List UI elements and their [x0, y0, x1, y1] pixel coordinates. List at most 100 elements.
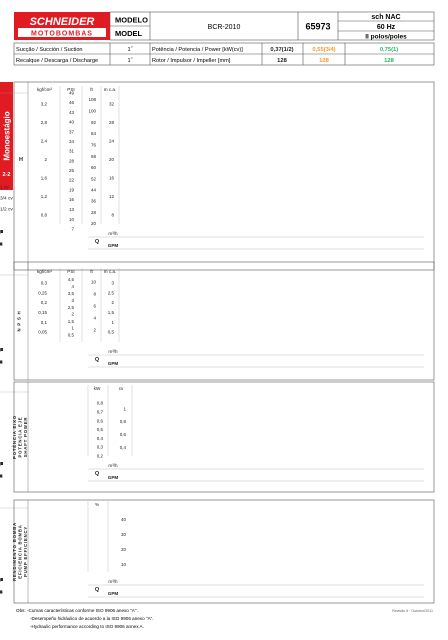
- flow-q-label: Q: [95, 587, 100, 593]
- side-label-0: N P S H: [17, 310, 22, 331]
- footer-note-2: -Desempeño hidráulico de acuerdo a la IS…: [30, 616, 154, 621]
- tick-gpm: 9: [0, 590, 2, 595]
- unit-header-2: ft: [90, 269, 93, 274]
- tick-ft: 76: [91, 142, 97, 147]
- tick-m3h: 5,4: [0, 461, 4, 466]
- tick-gpm: 24: [0, 242, 3, 247]
- poles: ll polos/poles: [365, 34, 407, 41]
- tick-ft: 44: [91, 187, 97, 192]
- tick-gpm: 18: [0, 360, 3, 365]
- panel-frame: [13, 381, 435, 493]
- tick-psi: 16: [69, 197, 75, 202]
- tick-m3h: 5,4: [0, 229, 4, 234]
- impeller-1: 128: [384, 58, 394, 64]
- tick-gpm: 21: [0, 590, 3, 595]
- panel-frame: [13, 499, 435, 604]
- tick-kgf: 1,2: [41, 194, 48, 199]
- tick-psi: 2: [71, 312, 74, 317]
- tick-kgf: 0,05: [38, 330, 47, 335]
- flow-m3h-label: m³/h: [108, 231, 118, 236]
- tick-m3h: 6: [0, 347, 2, 352]
- power-3-4: 0,55(3/4): [312, 47, 335, 53]
- tick-m3h: 2,4: [0, 461, 4, 466]
- brand-top: SCHNEIDER: [30, 16, 95, 28]
- tick-gpm: 9: [0, 242, 2, 247]
- tick-mca: 20: [109, 157, 115, 162]
- tick-gpm: 24: [0, 590, 3, 595]
- modelo-label: MODELO: [115, 16, 148, 25]
- tick-gpm: 24: [0, 360, 3, 365]
- series-name: sch NAC: [371, 14, 400, 21]
- tick-ft: 28: [91, 210, 97, 215]
- tick-gpm: 18: [0, 474, 3, 479]
- footer: Obs: -Curvas características conforme IS…: [16, 608, 433, 629]
- tick-m3h: 6: [0, 229, 2, 234]
- unit-header-cv: cv: [119, 386, 124, 391]
- impeller-3-4: 128: [319, 58, 329, 64]
- spec-value-discharge: 1˝: [128, 58, 134, 64]
- tick-mca: 2: [111, 300, 114, 305]
- tick-gpm: 6: [0, 242, 2, 247]
- tick-pct: 10: [121, 562, 127, 567]
- tick-m3h: 1,8: [0, 577, 4, 582]
- tick-psi: 3: [71, 298, 74, 303]
- tick-mca: 2,5: [108, 290, 115, 295]
- flow-q-label: Q: [95, 239, 100, 245]
- tick-m3h: 4,8: [0, 577, 4, 582]
- spec-value-suction: 1˝: [128, 47, 134, 53]
- tick-kgf: 0,8: [41, 212, 48, 217]
- unit-header-2: ft: [90, 87, 93, 92]
- panel-frame: [13, 261, 435, 381]
- tick-kgf: 0,15: [38, 310, 47, 315]
- tick-m3h: 4,8: [0, 229, 4, 234]
- tick-psi: 0,5: [68, 333, 75, 338]
- tick-mca: 16: [109, 175, 115, 180]
- tick-kw: 0,4: [97, 436, 104, 441]
- side-label: H: [19, 157, 23, 163]
- tick-ft: 52: [91, 176, 97, 181]
- tick-gpm: 12: [0, 590, 3, 595]
- tick-gpm: 24: [0, 474, 3, 479]
- curve-label-0: 1 cv: [0, 184, 9, 190]
- tick-gpm: 21: [0, 474, 3, 479]
- unit-header-3: m c.a.: [104, 87, 117, 92]
- unit-header-3: m c.a.: [104, 269, 117, 274]
- flow-gpm-label: GPM: [108, 591, 119, 596]
- tick-gpm: 18: [0, 590, 3, 595]
- flow-gpm-label: GPM: [108, 243, 119, 248]
- tick-kw: 0,7: [97, 409, 104, 414]
- tick-kgf: 2,4: [41, 139, 48, 144]
- tick-kgf: 0,1: [41, 320, 48, 325]
- tick-kw: 0,2: [97, 454, 104, 459]
- tick-gpm: 18: [0, 242, 3, 247]
- tick-kw: 0,5: [97, 427, 104, 432]
- tick-m3h: 4,2: [0, 229, 4, 234]
- tick-mca: 24: [109, 139, 115, 144]
- unit-header-1: PSI: [67, 269, 74, 274]
- side-label-0: RENDIMENTO BOMBA: [12, 522, 17, 581]
- tick-gpm: 15: [0, 474, 3, 479]
- side-tab-title: Monoestágio: [3, 111, 12, 160]
- tick-psi: 4: [71, 284, 74, 289]
- unit-header-0: kgf/cm²: [37, 87, 53, 92]
- tick-gpm: 9: [0, 474, 2, 479]
- tick-kgf: 1,6: [41, 175, 48, 180]
- tick-kgf: 0,25: [38, 290, 47, 295]
- tick-pct: 40: [121, 517, 127, 522]
- tick-ft: 2: [93, 327, 96, 332]
- tick-kgf: 3,2: [41, 102, 48, 107]
- side-label-1: POTENCIA EJE: [18, 417, 23, 458]
- tick-ft: 60: [91, 165, 97, 170]
- unit-header-1: PSI: [67, 87, 74, 92]
- tick-gpm: 27: [0, 242, 3, 247]
- tick-m3h: 6: [0, 577, 2, 582]
- tick-mca: 3: [111, 280, 114, 285]
- tick-mca: 28: [109, 120, 115, 125]
- tick-cv: 0,4: [120, 445, 127, 450]
- tick-psi: 4,5: [68, 277, 75, 282]
- tick-ft: 8: [93, 291, 96, 296]
- curve-label-1: 3/4 cv: [0, 196, 13, 202]
- tick-kgf: 0,2: [41, 300, 48, 305]
- tick-psi: 22: [69, 178, 75, 183]
- tick-gpm: 3: [0, 590, 2, 595]
